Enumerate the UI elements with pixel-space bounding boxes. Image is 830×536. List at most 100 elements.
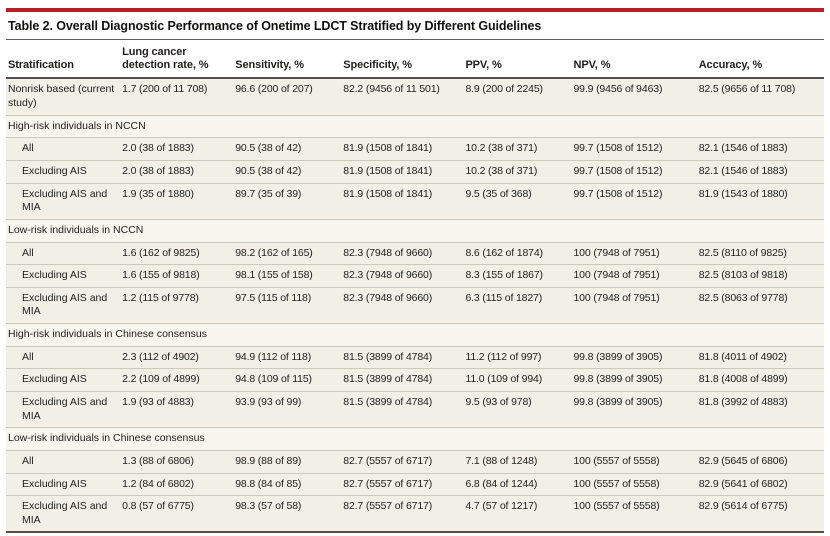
table-cell: 81.5 (3899 of 4784) [341,368,464,392]
table-cell: 2.0 (38 of 1883) [120,137,234,161]
table-row: All 1.6 (162 of 9825) 98.2 (162 of 165) 82.… [6,242,824,266]
table-cell: 89.7 (35 of 39) [233,183,342,220]
table-cell: 82.9 (5645 of 6806) [696,450,824,474]
row-label: Nonrisk based (current study) [6,78,121,116]
accent-bar [6,8,824,12]
row-label: Excluding AIS and MIA [6,391,121,429]
row-label: All [6,242,121,266]
table-cell: 98.9 (88 of 89) [233,450,342,474]
table-row: Excluding AIS 2.2 (109 of 4899) 94.8 (109 … [6,368,824,392]
table-cell: 98.1 (155 of 158) [233,264,342,288]
table-cell: 81.9 (1508 of 1841) [341,137,464,161]
table-cell: 9.5 (93 of 978) [463,391,572,429]
row-label: Excluding AIS and MIA [6,183,121,220]
table-cell: 2.3 (112 of 4902) [120,346,234,370]
section-header: Low-risk individuals in NCCN [6,219,824,243]
table-cell: 0.8 (57 of 6775) [120,495,234,534]
table-row: Excluding AIS and MIA 1.9 (93 of 4883) 93.… [6,391,824,429]
table-cell: 94.8 (109 of 115) [233,368,342,392]
column-header: PPV, % [463,39,572,80]
table-cell: 94.9 (112 of 118) [233,346,342,370]
table-cell: 82.5 (8110 of 9825) [696,242,824,266]
table-cell: 82.3 (7948 of 9660) [341,287,464,325]
table-cell: 1.2 (115 of 9778) [120,287,234,325]
table-cell: 82.7 (5557 of 6717) [341,473,464,497]
table-cell: 10.2 (38 of 371) [463,137,572,161]
table-row: Nonrisk based (current study) 1.7 (200 of… [6,78,824,116]
row-label: Excluding AIS and MIA [6,287,121,325]
table-cell: 100 (7948 of 7951) [571,264,697,288]
row-label: Excluding AIS [6,160,121,184]
row-label: All [6,137,121,161]
table-cell: 81.8 (3992 of 4883) [696,391,824,429]
table-cell: 11.0 (109 of 994) [463,368,572,392]
table-cell: 2.0 (38 of 1883) [120,160,234,184]
table-cell: 82.3 (7948 of 9660) [341,242,464,266]
table-cell: 90.5 (38 of 42) [233,137,342,161]
table-cell: 96.6 (200 of 207) [233,78,342,116]
table-cell: 4.7 (57 of 1217) [463,495,572,534]
column-header: NPV, % [571,39,697,80]
table-cell: 100 (7948 of 7951) [571,242,697,266]
table-row: Excluding AIS 1.2 (84 of 6802) 98.8 (84 of… [6,473,824,497]
table-cell: 1.9 (93 of 4883) [120,391,234,429]
table-cell: 98.2 (162 of 165) [233,242,342,266]
table-cell: 6.3 (115 of 1827) [463,287,572,325]
section-header: High-risk individuals in NCCN [6,115,824,139]
table-cell: 81.8 (4008 of 4899) [696,368,824,392]
table-cell: 82.7 (5557 of 6717) [341,450,464,474]
table-cell: 82.9 (5614 of 6775) [696,495,824,534]
table-cell: 100 (5557 of 5558) [571,473,697,497]
section-header: High-risk individuals in Chinese consens… [6,323,824,347]
table-row: Excluding AIS and MIA 1.9 (35 of 1880) 89.… [6,183,824,220]
section-row: Low-risk individuals in Chinese consensu… [6,427,824,451]
table-row: Excluding AIS and MIA 1.2 (115 of 9778) 97… [6,287,824,325]
table-cell: 81.8 (4011 of 4902) [696,346,824,370]
table-cell: 82.5 (8103 of 9818) [696,264,824,288]
table-cell: 99.7 (1508 of 1512) [571,160,697,184]
table-cell: 81.9 (1508 of 1841) [341,183,464,220]
diagnostic-performance-table: Stratification Lung cancer detection rate… [6,39,824,534]
table-cell: 6.8 (84 of 1244) [463,473,572,497]
column-header: Stratification [6,39,121,80]
table-cell: 100 (5557 of 5558) [571,495,697,534]
table-row: All 2.0 (38 of 1883) 90.5 (38 of 42) 81.9 (… [6,137,824,161]
column-header: Accuracy, % [696,39,824,80]
row-label: Excluding AIS [6,473,121,497]
section-row: High-risk individuals in Chinese consens… [6,323,824,347]
row-label: Excluding AIS and MIA [6,495,121,534]
table-cell: 1.2 (84 of 6802) [120,473,234,497]
section-row: Low-risk individuals in NCCN [6,219,824,243]
table-cell: 81.5 (3899 of 4784) [341,391,464,429]
row-label: Excluding AIS [6,264,121,288]
table-cell: 100 (7948 of 7951) [571,287,697,325]
table-cell: 1.9 (35 of 1880) [120,183,234,220]
table-cell: 98.8 (84 of 85) [233,473,342,497]
table-row: Excluding AIS and MIA 0.8 (57 of 6775) 98.… [6,495,824,534]
table-row: Excluding AIS 2.0 (38 of 1883) 90.5 (38 of… [6,160,824,184]
table-row: All 1.3 (88 of 6806) 98.9 (88 of 89) 82.7 (… [6,450,824,474]
column-header: Sensitivity, % [233,39,342,80]
table-cell: 99.7 (1508 of 1512) [571,137,697,161]
row-label: Excluding AIS [6,368,121,392]
column-header: Lung cancer detection rate, % [120,39,234,80]
table-cell: 99.9 (9456 of 9463) [571,78,697,116]
table-cell: 8.6 (162 of 1874) [463,242,572,266]
table-cell: 7.1 (88 of 1248) [463,450,572,474]
table-cell: 98.3 (57 of 58) [233,495,342,534]
table-cell: 10.2 (38 of 371) [463,160,572,184]
table-cell: 8.9 (200 of 2245) [463,78,572,116]
table-cell: 82.9 (5641 of 6802) [696,473,824,497]
table-cell: 81.5 (3899 of 4784) [341,346,464,370]
table-cell: 93.9 (93 of 99) [233,391,342,429]
column-header: Specificity, % [341,39,464,80]
row-label: All [6,450,121,474]
section-row: High-risk individuals in NCCN [6,115,824,139]
table-cell: 99.8 (3899 of 3905) [571,346,697,370]
table-title: Table 2. Overall Diagnostic Performance … [8,19,542,33]
table-cell: 2.2 (109 of 4899) [120,368,234,392]
header-row: Stratification Lung cancer detection rate… [6,39,824,80]
table-cell: 82.5 (8063 of 9778) [696,287,824,325]
table-cell: 99.8 (3899 of 3905) [571,368,697,392]
